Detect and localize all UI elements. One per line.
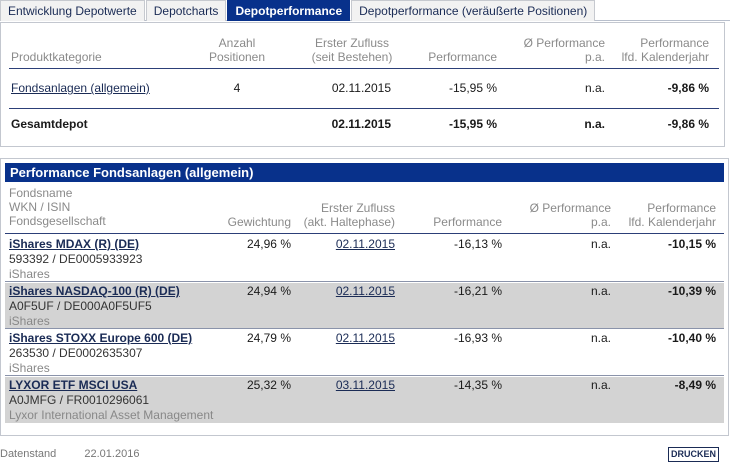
fund-name-link[interactable]: iShares MDAX (R) (DE): [9, 237, 139, 251]
header-holding: Erster Zufluss (akt. Haltephase): [291, 201, 395, 229]
fund-ids: 593392 / DE0005933923: [9, 252, 142, 266]
fund-performance: -16,93 %: [405, 331, 502, 345]
fund-issuer: iShares: [9, 361, 50, 375]
header-detail-performance: Performance: [405, 215, 502, 229]
fund-ids: A0F5UF / DE000A0F5UF5: [9, 299, 152, 313]
fund-year: -8,49 %: [615, 378, 716, 392]
data-timestamp: Datenstand 22.01.2016: [0, 448, 139, 460]
row-inflow: 02.11.2015: [301, 81, 391, 95]
fund-weight: 24,94 %: [211, 284, 291, 298]
fund-performance: -14,35 %: [405, 378, 502, 392]
fund-avg: n.a.: [505, 331, 611, 345]
header-inflow: Erster Zufluss (seit Bestehen): [301, 36, 403, 64]
fund-performance: -16,21 %: [405, 284, 502, 298]
header-weight: Gewichtung: [211, 215, 291, 229]
fund-inflow-link[interactable]: 02.11.2015: [291, 284, 395, 298]
header-detail-avg: Ø Performance p.a.: [505, 201, 611, 229]
total-avg: n.a.: [499, 117, 605, 131]
fund-inflow-link[interactable]: 02.11.2015: [291, 331, 395, 345]
header-performance: Performance: [409, 50, 497, 64]
detail-panel: Performance Fondsanlagen (allgemein) Fon…: [0, 158, 729, 436]
tab-depotperformance[interactable]: Depotperformance: [227, 0, 350, 21]
fund-avg: n.a.: [505, 378, 611, 392]
fund-weight: 24,79 %: [211, 331, 291, 345]
detail-header: Fondsname WKN / ISIN Fondsgesellschaft G…: [5, 184, 724, 234]
fund-avg: n.a.: [505, 237, 611, 251]
fund-ids: 263530 / DE0002635307: [9, 346, 142, 360]
category-link[interactable]: Fondsanlagen (allgemein): [11, 81, 150, 95]
fund-avg: n.a.: [505, 284, 611, 298]
timestamp-label: Datenstand: [0, 448, 56, 460]
fund-name-link[interactable]: iShares NASDAQ-100 (R) (DE): [9, 284, 180, 298]
fund-row: iShares NASDAQ-100 (R) (DE) A0F5UF / DE0…: [5, 283, 724, 329]
fund-row: LYXOR ETF MSCI USA A0JMFG / FR0010296061…: [5, 377, 724, 423]
fund-inflow-link[interactable]: 03.11.2015: [291, 378, 395, 392]
fund-issuer: iShares: [9, 267, 50, 281]
total-label: Gesamtdepot: [11, 117, 88, 131]
summary-row: Fondsanlagen (allgemein) 4 02.11.2015 -1…: [9, 79, 719, 109]
fund-name-link[interactable]: iShares STOXX Europe 600 (DE): [9, 331, 192, 345]
fund-issuer: iShares: [9, 314, 50, 328]
row-avg: n.a.: [499, 81, 605, 95]
total-performance: -15,95 %: [409, 117, 497, 131]
fund-year: -10,40 %: [615, 331, 716, 345]
fund-inflow-link[interactable]: 02.11.2015: [291, 237, 395, 251]
header-year: Performance lfd. Kalenderjahr: [609, 36, 709, 64]
tab-bar: Entwicklung Depotwerte Depotcharts Depot…: [0, 0, 730, 21]
fund-weight: 25,32 %: [211, 378, 291, 392]
print-button[interactable]: DRUCKEN: [668, 447, 719, 462]
header-fund: Fondsname WKN / ISIN Fondsgesellschaft: [9, 186, 106, 228]
row-count: 4: [197, 81, 277, 95]
fund-name-link[interactable]: LYXOR ETF MSCI USA: [9, 378, 137, 392]
fund-row: iShares MDAX (R) (DE) 593392 / DE0005933…: [5, 236, 724, 282]
row-year: -9,86 %: [609, 81, 709, 95]
tab-depotcharts[interactable]: Depotcharts: [146, 0, 227, 21]
fund-issuer: Lyxor International Asset Management: [9, 408, 213, 422]
summary-header: Produktkategorie Anzahl Positionen Erster…: [9, 35, 719, 69]
detail-title: Performance Fondsanlagen (allgemein): [5, 163, 724, 182]
header-detail-year: Performance lfd. Kalenderjahr: [615, 201, 716, 229]
total-inflow: 02.11.2015: [301, 117, 391, 131]
fund-weight: 24,96 %: [211, 237, 291, 251]
fund-year: -10,15 %: [615, 237, 716, 251]
tab-entwicklung-depotwerte[interactable]: Entwicklung Depotwerte: [0, 0, 145, 21]
fund-ids: A0JMFG / FR0010296061: [9, 393, 149, 407]
header-avg: Ø Performance p.a.: [499, 36, 605, 64]
total-year: -9,86 %: [609, 117, 709, 131]
row-performance: -15,95 %: [409, 81, 497, 95]
total-row: Gesamtdepot 02.11.2015 -15,95 % n.a. -9,…: [9, 115, 719, 135]
timestamp-date: 22.01.2016: [84, 448, 139, 460]
tab-depotperformance-veraeusserte[interactable]: Depotperformance (veräußerte Positionen): [351, 0, 595, 21]
fund-performance: -16,13 %: [405, 237, 502, 251]
fund-row: iShares STOXX Europe 600 (DE) 263530 / D…: [5, 330, 724, 376]
header-count: Anzahl Positionen: [197, 36, 277, 64]
fund-year: -10,39 %: [615, 284, 716, 298]
header-category: Produktkategorie: [11, 50, 102, 64]
summary-panel: Produktkategorie Anzahl Positionen Erster…: [0, 22, 725, 147]
